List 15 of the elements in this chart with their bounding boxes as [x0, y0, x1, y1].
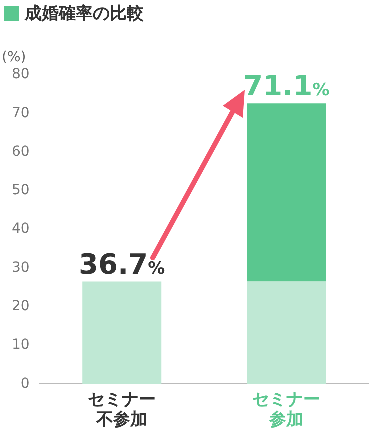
x-tick-label: セミナー不参加	[88, 390, 156, 430]
y-tick-label: 10	[12, 337, 30, 354]
y-tick-label: 40	[12, 221, 30, 238]
y-tick-label: 80	[12, 66, 30, 83]
y-tick-label: 50	[12, 182, 30, 199]
y-axis-title: (%)	[2, 50, 26, 66]
y-tick-label: 20	[12, 298, 30, 315]
y-tick-label: 0	[20, 376, 30, 392]
y-tick-label: 30	[12, 260, 30, 276]
chart-title: 成婚確率の比較	[25, 3, 144, 25]
y-tick-label: 60	[12, 144, 30, 160]
y-tick-label: 70	[12, 105, 30, 122]
annotation: 36.7%	[79, 248, 166, 281]
x-tick-label: セミナー参加	[252, 390, 321, 430]
annotation: 71.1%	[244, 70, 330, 103]
